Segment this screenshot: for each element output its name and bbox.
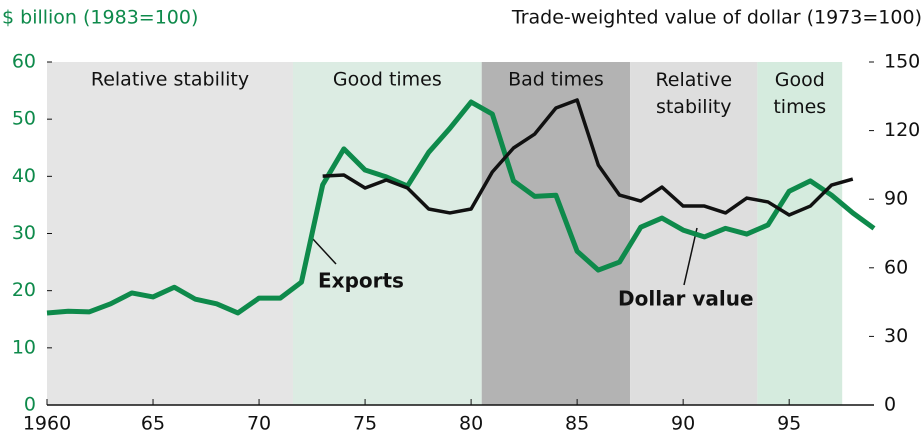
x-tick-label: 90 xyxy=(671,413,695,435)
leader-line xyxy=(311,237,337,265)
band-label: Bad times xyxy=(508,69,604,91)
period-band xyxy=(757,62,843,405)
series-line xyxy=(46,99,876,316)
period-band xyxy=(292,62,482,405)
band-label: Good times xyxy=(773,69,826,118)
y-tick-label: 0 xyxy=(24,394,36,416)
right-axis-label: Trade-weighted value of dollar (1973=100… xyxy=(511,7,922,29)
x-tick-label: 80 xyxy=(459,413,483,435)
y2-tick-label: 0 xyxy=(884,394,896,416)
band-label: Relative stability xyxy=(655,69,732,118)
series-label: Exports xyxy=(318,269,404,293)
y2-tick-label: 120 xyxy=(884,119,920,141)
y-tick-label: 50 xyxy=(12,108,36,130)
y-tick-label: 60 xyxy=(12,51,36,73)
x-tick-label: 75 xyxy=(353,413,377,435)
y-tick-label: 20 xyxy=(12,279,36,301)
series-line xyxy=(322,98,854,217)
x-tick-label: 85 xyxy=(565,413,589,435)
y-tick-label: 30 xyxy=(12,222,36,244)
x-tick-label: 65 xyxy=(141,413,165,435)
x-tick-label: 1960 xyxy=(23,413,71,435)
y2-tick-label: 90 xyxy=(884,188,908,210)
y-tick-label: 40 xyxy=(12,165,36,187)
band-label: Relative stability xyxy=(91,69,249,91)
y2-tick-label: 150 xyxy=(884,51,920,73)
x-tick-label: 95 xyxy=(777,413,801,435)
left-axis-label: $ billion (1983=100) xyxy=(2,7,198,29)
x-tick-label: 70 xyxy=(247,413,271,435)
period-band xyxy=(481,62,631,405)
leader-line xyxy=(683,227,698,286)
y-tick-label: 10 xyxy=(12,336,36,358)
y2-tick-label: 60 xyxy=(884,256,908,278)
band-label: Good times xyxy=(333,69,442,91)
y2-tick-label: 30 xyxy=(884,325,908,347)
series-label: Dollar value xyxy=(618,287,754,311)
period-band xyxy=(47,62,293,405)
